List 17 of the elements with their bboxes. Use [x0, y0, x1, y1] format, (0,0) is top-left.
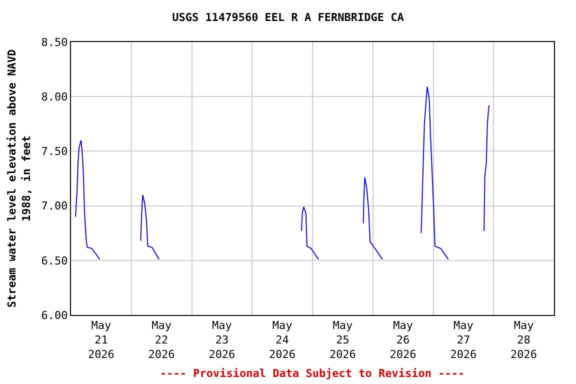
y-tick-label: 8.50 — [41, 36, 68, 49]
x-tick-label: May 24 2026 — [269, 319, 296, 361]
y-tick-label: 7.00 — [41, 200, 68, 213]
x-tick-label: May 28 2026 — [510, 319, 538, 361]
text: ---- Provisional Data Subject to Revision ---- — [160, 367, 465, 380]
x-tick-label: May 26 2026 — [390, 319, 416, 361]
y-tick-label: 6.50 — [41, 254, 68, 268]
chart-title: USGS 11479560 EEL R A FERNBRIDGE CA — [172, 11, 404, 24]
y-tick-label: 6.00 — [41, 308, 68, 322]
x-tick-label: May 22 2026 — [148, 319, 175, 361]
x-tick-label: May 21 2026 — [88, 319, 114, 361]
y-axis-title: Stream water level elevation above NAVD 1988, in feet — [6, 48, 33, 308]
y-tick-label: 8.00 — [41, 90, 68, 104]
x-tick-label: May 27 2026 — [450, 319, 477, 361]
y-tick-label: 7.50 — [41, 145, 68, 158]
x-tick-label: May 25 2026 — [329, 319, 356, 361]
x-tick-label: May 23 2026 — [208, 319, 236, 361]
